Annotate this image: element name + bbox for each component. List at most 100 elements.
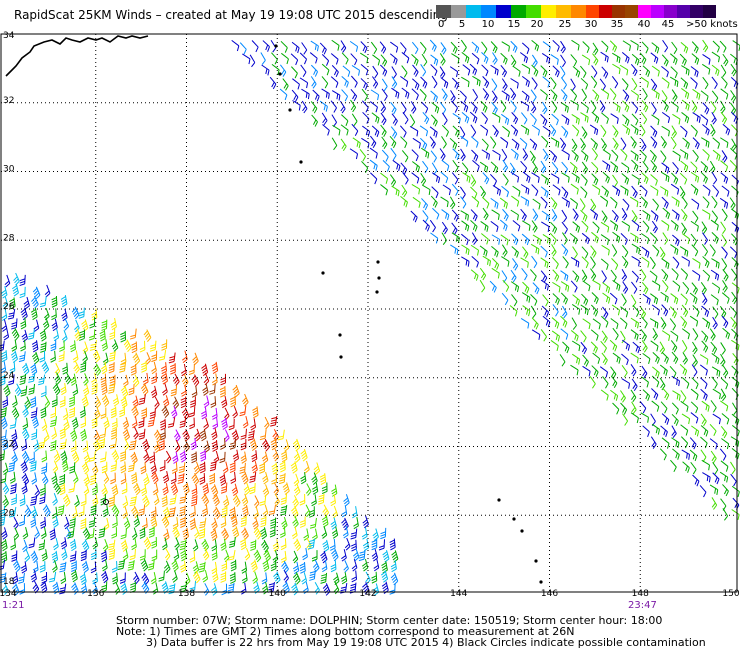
wind-barb (13, 516, 19, 530)
wind-barb (138, 428, 146, 440)
wind-barb (509, 87, 517, 101)
wind-barb (264, 416, 270, 430)
wind-barb (550, 173, 560, 184)
wind-barb (501, 41, 510, 52)
wind-barb (712, 306, 719, 319)
wind-barb (59, 561, 67, 573)
wind-barb (531, 77, 538, 90)
wind-barb (621, 52, 630, 64)
wind-barb (512, 185, 521, 197)
wind-barb (690, 220, 699, 232)
lon-tick-label: 136 (87, 589, 104, 599)
wind-barb (621, 293, 627, 306)
wind-barb (150, 461, 157, 475)
wind-barb (682, 137, 690, 149)
wind-barb (101, 483, 108, 497)
wind-barb (540, 196, 548, 209)
wind-barb (59, 473, 66, 486)
wind-barb (630, 150, 639, 162)
wind-barb (600, 88, 610, 100)
wind-barb (194, 428, 201, 442)
wind-barb (291, 526, 298, 540)
wind-barb (691, 425, 700, 437)
wind-barb (53, 537, 59, 551)
wind-barb (53, 328, 60, 342)
wind-barb (241, 527, 249, 541)
wind-barb (381, 149, 389, 162)
wind-barb (421, 147, 430, 159)
wind-barb (481, 149, 491, 160)
wind-barb (631, 401, 637, 415)
wind-barb (542, 294, 549, 307)
wind-barb (670, 244, 679, 256)
wind-barb (711, 195, 718, 209)
wind-barb (50, 406, 57, 419)
wind-barb (699, 364, 708, 376)
wind-barb (271, 64, 280, 76)
wind-barb (732, 402, 738, 416)
wind-barb (572, 65, 581, 78)
lat-tick-label: 28 (3, 233, 15, 243)
wind-barb (161, 537, 168, 551)
wind-barb (479, 267, 487, 281)
wind-barb (270, 517, 277, 529)
wind-barb (722, 508, 729, 521)
wind-barb (549, 150, 558, 163)
wind-barb (11, 550, 18, 562)
wind-barb (502, 159, 509, 173)
wind-barb (689, 292, 698, 304)
wind-barb (50, 439, 57, 452)
wind-barb (590, 304, 599, 317)
wind-barb (660, 317, 667, 330)
wind-barb (691, 198, 700, 210)
wind-barb (381, 88, 388, 101)
wind-barb (330, 493, 336, 507)
wind-barb (571, 172, 580, 184)
wind-barb (511, 195, 520, 207)
wind-barb (174, 439, 181, 453)
wind-barb (542, 315, 551, 328)
wind-barb (190, 396, 196, 408)
wind-barb (582, 318, 591, 330)
wind-barb (163, 560, 171, 574)
wind-barb (131, 405, 139, 418)
wind-barb (41, 549, 48, 562)
wind-barb (380, 64, 388, 77)
wind-barb (439, 53, 446, 66)
wind-barb (550, 197, 558, 210)
wind-barb (342, 526, 349, 539)
wind-barb (641, 41, 649, 54)
wind-barb (692, 88, 701, 100)
wind-barb (39, 484, 46, 496)
wind-barb (38, 438, 46, 449)
wind-barb (581, 256, 589, 269)
wind-barb (312, 89, 320, 102)
wind-barb (479, 161, 489, 173)
wind-barb (550, 340, 559, 352)
wind-barb (10, 538, 16, 551)
wind-barb (732, 40, 740, 51)
wind-barb (469, 111, 478, 124)
wind-barb (108, 362, 115, 374)
wind-barb (194, 526, 200, 539)
wind-barb (709, 244, 716, 257)
wind-barb (167, 417, 176, 428)
legend-swatch (664, 5, 677, 18)
wind-barb (101, 559, 108, 572)
wind-barb (731, 221, 740, 234)
wind-barb (692, 258, 701, 269)
wind-barb (551, 100, 558, 113)
wind-barb (711, 171, 718, 185)
wind-barb (700, 425, 709, 437)
wind-barb (671, 172, 679, 185)
wind-barb (630, 329, 639, 341)
wind-barb (482, 172, 490, 185)
wind-barb (689, 437, 697, 450)
wind-barb (391, 66, 397, 79)
wind-barb (560, 281, 570, 292)
wind-barb (421, 101, 429, 114)
wind-barb (182, 527, 189, 540)
wind-barb (200, 449, 207, 462)
wind-barb (681, 256, 690, 267)
legend-swatch (436, 5, 451, 18)
